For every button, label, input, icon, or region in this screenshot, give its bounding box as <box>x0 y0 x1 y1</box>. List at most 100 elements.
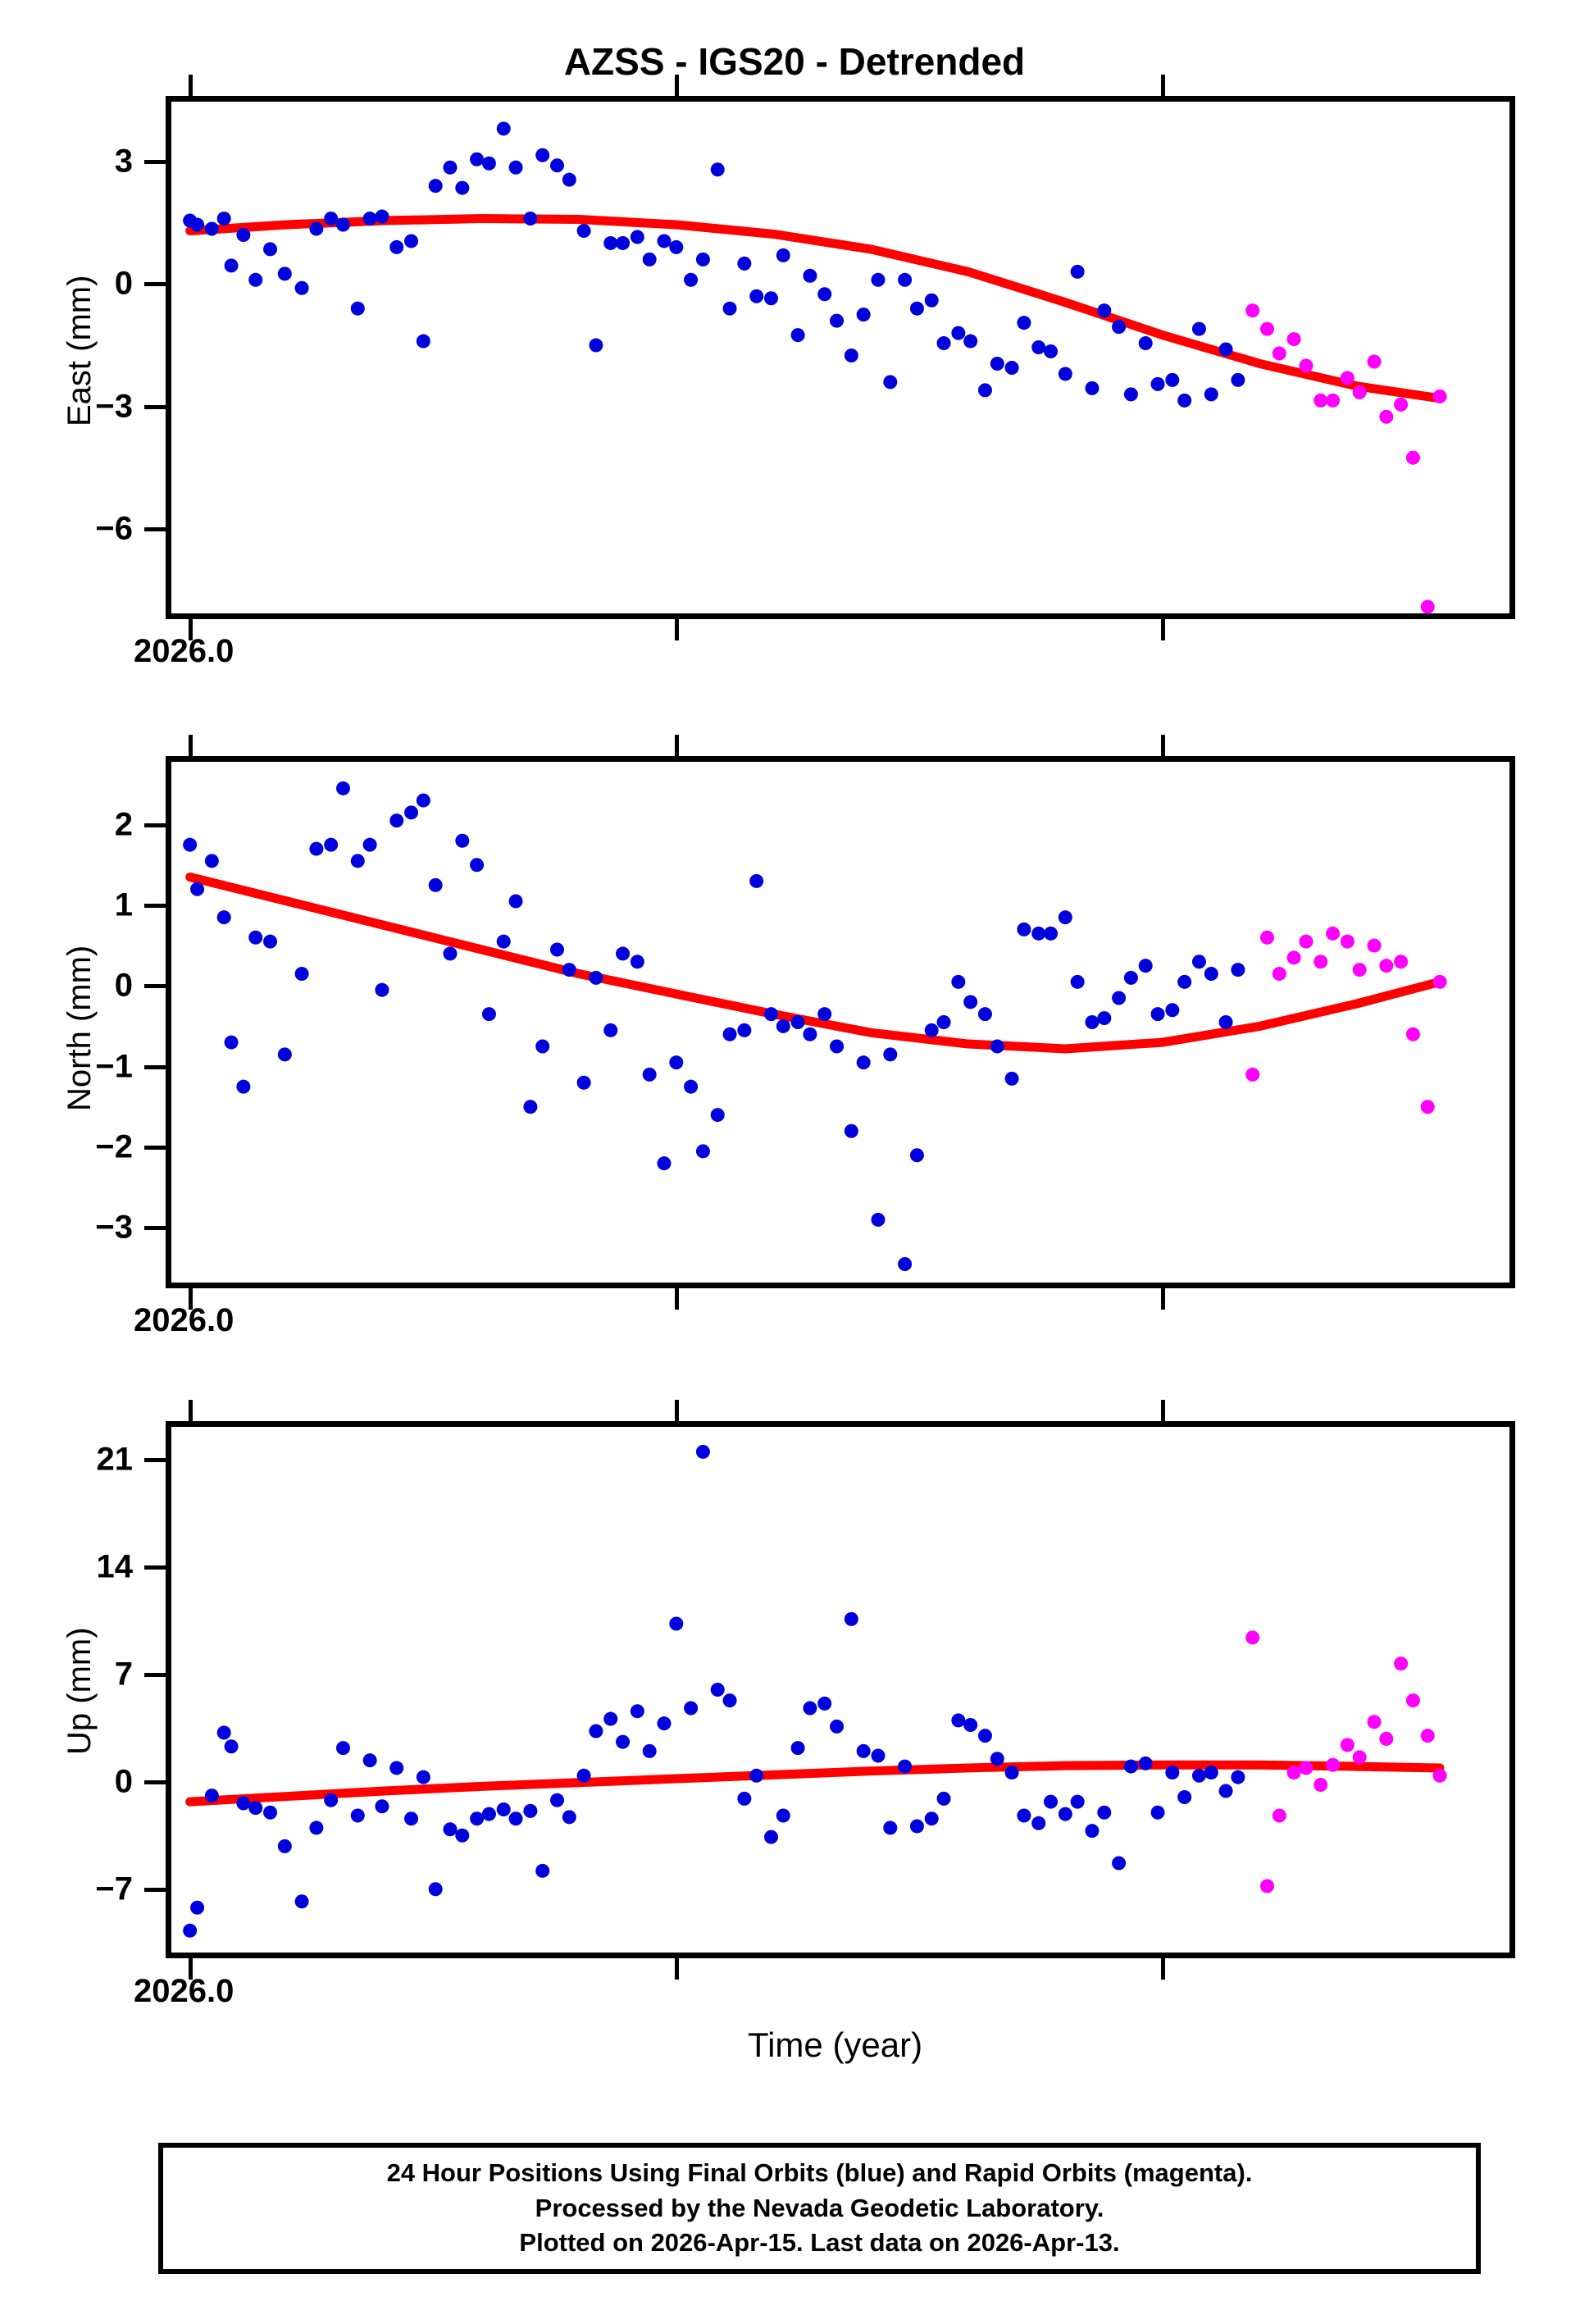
data-point <box>204 1789 219 1803</box>
xtick-mark <box>1160 1958 1165 1980</box>
data-point <box>817 1007 832 1022</box>
data-point <box>1123 970 1138 985</box>
data-point <box>562 1810 576 1825</box>
data-point <box>1044 926 1059 941</box>
data-point <box>404 805 419 820</box>
data-point <box>737 1023 752 1037</box>
data-point <box>443 1822 458 1837</box>
ytick-mark <box>144 984 166 989</box>
data-point <box>455 180 470 195</box>
data-point <box>224 1739 239 1754</box>
data-point <box>898 272 913 287</box>
data-point <box>1326 1757 1341 1772</box>
data-point <box>294 967 309 981</box>
data-point <box>936 336 951 351</box>
panel-up-frame <box>166 1421 1515 1958</box>
data-point <box>844 1611 858 1626</box>
data-point <box>263 1805 278 1820</box>
data-point <box>549 158 564 173</box>
data-point <box>977 1729 992 1743</box>
ytick-mark <box>144 1226 166 1231</box>
data-point <box>428 1882 443 1897</box>
data-point <box>1204 967 1218 981</box>
data-point <box>350 1808 365 1823</box>
ytick-label: 14 <box>96 1548 134 1585</box>
xtick-mark-top <box>1160 735 1165 756</box>
data-point <box>1352 385 1367 399</box>
data-point <box>1405 450 1420 465</box>
data-point <box>216 212 231 226</box>
ytick-label: −7 <box>95 1871 133 1907</box>
data-point <box>1112 1856 1127 1871</box>
data-point <box>1314 1778 1328 1793</box>
data-point <box>1245 1067 1260 1082</box>
data-point <box>224 258 239 273</box>
data-point <box>1031 1816 1046 1830</box>
data-point <box>1150 376 1165 391</box>
data-point <box>1177 1790 1192 1804</box>
ytick-mark <box>144 903 166 908</box>
data-point <box>844 1123 858 1138</box>
data-point <box>963 334 978 349</box>
trend-line <box>185 873 1445 1054</box>
data-point <box>1085 380 1100 395</box>
data-point <box>790 1015 805 1029</box>
data-point <box>236 1796 251 1811</box>
data-point <box>776 248 790 262</box>
data-point <box>776 1018 790 1033</box>
data-point <box>1367 938 1382 953</box>
data-point <box>1097 1805 1112 1820</box>
data-point <box>1123 387 1138 402</box>
data-point <box>1352 1750 1367 1765</box>
ytick-label: −6 <box>95 510 133 547</box>
data-point <box>695 1444 710 1459</box>
data-point <box>1367 354 1382 369</box>
data-point <box>630 230 644 244</box>
data-point <box>963 995 978 1009</box>
data-point <box>669 239 684 254</box>
data-point <box>737 1791 752 1806</box>
data-point <box>309 1820 324 1835</box>
data-point <box>1231 963 1245 977</box>
data-point <box>496 934 511 949</box>
data-point <box>616 946 631 961</box>
data-point <box>990 1039 1004 1054</box>
xtick-mark-top <box>188 1400 193 1421</box>
data-point <box>1165 372 1180 387</box>
data-point <box>375 982 389 997</box>
ytick-label: −3 <box>95 1209 133 1246</box>
caption-line-3: Plotted on 2026-Apr-15. Last data on 202… <box>519 2228 1120 2258</box>
data-point <box>1204 387 1218 402</box>
panel-up <box>166 1421 1515 1958</box>
series-final-orbits <box>183 781 1245 1271</box>
data-point <box>616 1734 631 1749</box>
data-point <box>455 833 470 848</box>
data-point <box>642 1743 657 1758</box>
data-point <box>1165 1766 1180 1780</box>
data-point <box>1017 1808 1031 1823</box>
data-point <box>749 1768 764 1783</box>
data-point <box>309 221 324 236</box>
xtick-mark <box>188 1288 193 1310</box>
data-point <box>790 328 805 343</box>
data-point <box>630 955 644 969</box>
data-point <box>722 301 737 316</box>
data-point <box>909 301 924 316</box>
data-point <box>481 156 496 171</box>
ytick-mark <box>144 159 166 164</box>
ytick-label: −1 <box>95 1048 133 1085</box>
xtick-label-east: 2026.0 <box>134 633 234 669</box>
data-point <box>1286 332 1301 347</box>
caption-line-1: 24 Hour Positions Using Final Orbits (bl… <box>386 2158 1253 2187</box>
data-point <box>1138 959 1153 973</box>
data-point <box>684 272 699 287</box>
ytick-label: 3 <box>114 143 133 180</box>
xtick-mark-top <box>188 75 193 96</box>
xtick-label-north: 2026.0 <box>134 1302 234 1338</box>
data-point <box>630 1704 644 1719</box>
data-point <box>951 974 966 989</box>
data-point <box>1191 321 1206 336</box>
data-point <box>603 235 618 250</box>
data-point <box>336 217 350 232</box>
data-point <box>684 1079 699 1094</box>
